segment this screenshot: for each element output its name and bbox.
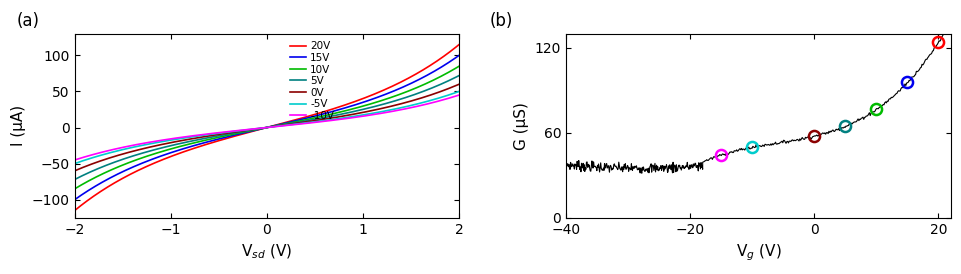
15V: [444, 60, 456, 63]
Y-axis label: G (μS): G (μS): [514, 102, 529, 150]
20V: [298, 116, 309, 119]
20V: [444, 50, 456, 53]
15V: [251, 128, 262, 131]
-10V: [453, 93, 464, 97]
X-axis label: V$_{g}$ (V): V$_{g}$ (V): [735, 242, 780, 263]
15V: [383, 91, 395, 94]
-5V: [453, 90, 464, 93]
20V: [383, 86, 395, 89]
20V: [251, 129, 262, 132]
0V: [444, 86, 456, 90]
0V: [453, 82, 464, 86]
-5V: [444, 93, 456, 96]
15V: [277, 122, 288, 125]
20V: [68, 209, 80, 212]
5V: [254, 127, 265, 130]
-5V: [254, 127, 265, 130]
Line: -10V: -10V: [74, 95, 458, 160]
0V: [383, 105, 395, 108]
20V: [453, 43, 464, 46]
10V: [444, 70, 456, 73]
0V: [277, 124, 288, 127]
5V: [453, 74, 464, 77]
10V: [453, 64, 464, 68]
10V: [383, 96, 395, 99]
Line: 15V: 15V: [74, 55, 458, 200]
15V: [254, 128, 265, 131]
20V: [277, 122, 288, 125]
5V: [68, 178, 80, 181]
-5V: [68, 162, 80, 165]
-10V: [251, 127, 262, 130]
10V: [298, 119, 309, 122]
Line: 20V: 20V: [74, 44, 458, 211]
-10V: [68, 158, 80, 162]
15V: [453, 54, 464, 57]
Legend: 20V, 15V, 10V, 5V, 0V, -5V, -10V: 20V, 15V, 10V, 5V, 0V, -5V, -10V: [285, 37, 338, 125]
0V: [254, 127, 265, 130]
5V: [444, 78, 456, 82]
X-axis label: V$_{sd}$ (V): V$_{sd}$ (V): [241, 242, 292, 261]
5V: [277, 123, 288, 127]
10V: [254, 127, 265, 131]
Line: 5V: 5V: [74, 75, 458, 179]
0V: [298, 121, 309, 124]
5V: [251, 127, 262, 131]
Line: 10V: 10V: [74, 66, 458, 189]
Text: (a): (a): [16, 12, 39, 30]
-10V: [298, 122, 309, 125]
20V: [254, 128, 265, 131]
Y-axis label: I (μA): I (μA): [12, 105, 26, 146]
5V: [383, 101, 395, 104]
-5V: [251, 127, 262, 130]
10V: [251, 128, 262, 131]
0V: [251, 127, 262, 130]
Line: -5V: -5V: [74, 91, 458, 164]
-5V: [298, 122, 309, 125]
10V: [68, 187, 80, 191]
15V: [68, 198, 80, 201]
0V: [68, 169, 80, 173]
15V: [298, 117, 309, 121]
-10V: [383, 110, 395, 113]
-10V: [444, 96, 456, 99]
-5V: [277, 124, 288, 127]
-5V: [383, 109, 395, 112]
10V: [277, 123, 288, 126]
-10V: [254, 127, 265, 130]
Text: (b): (b): [489, 12, 512, 30]
5V: [298, 120, 309, 123]
-10V: [277, 124, 288, 127]
Line: 0V: 0V: [74, 84, 458, 171]
